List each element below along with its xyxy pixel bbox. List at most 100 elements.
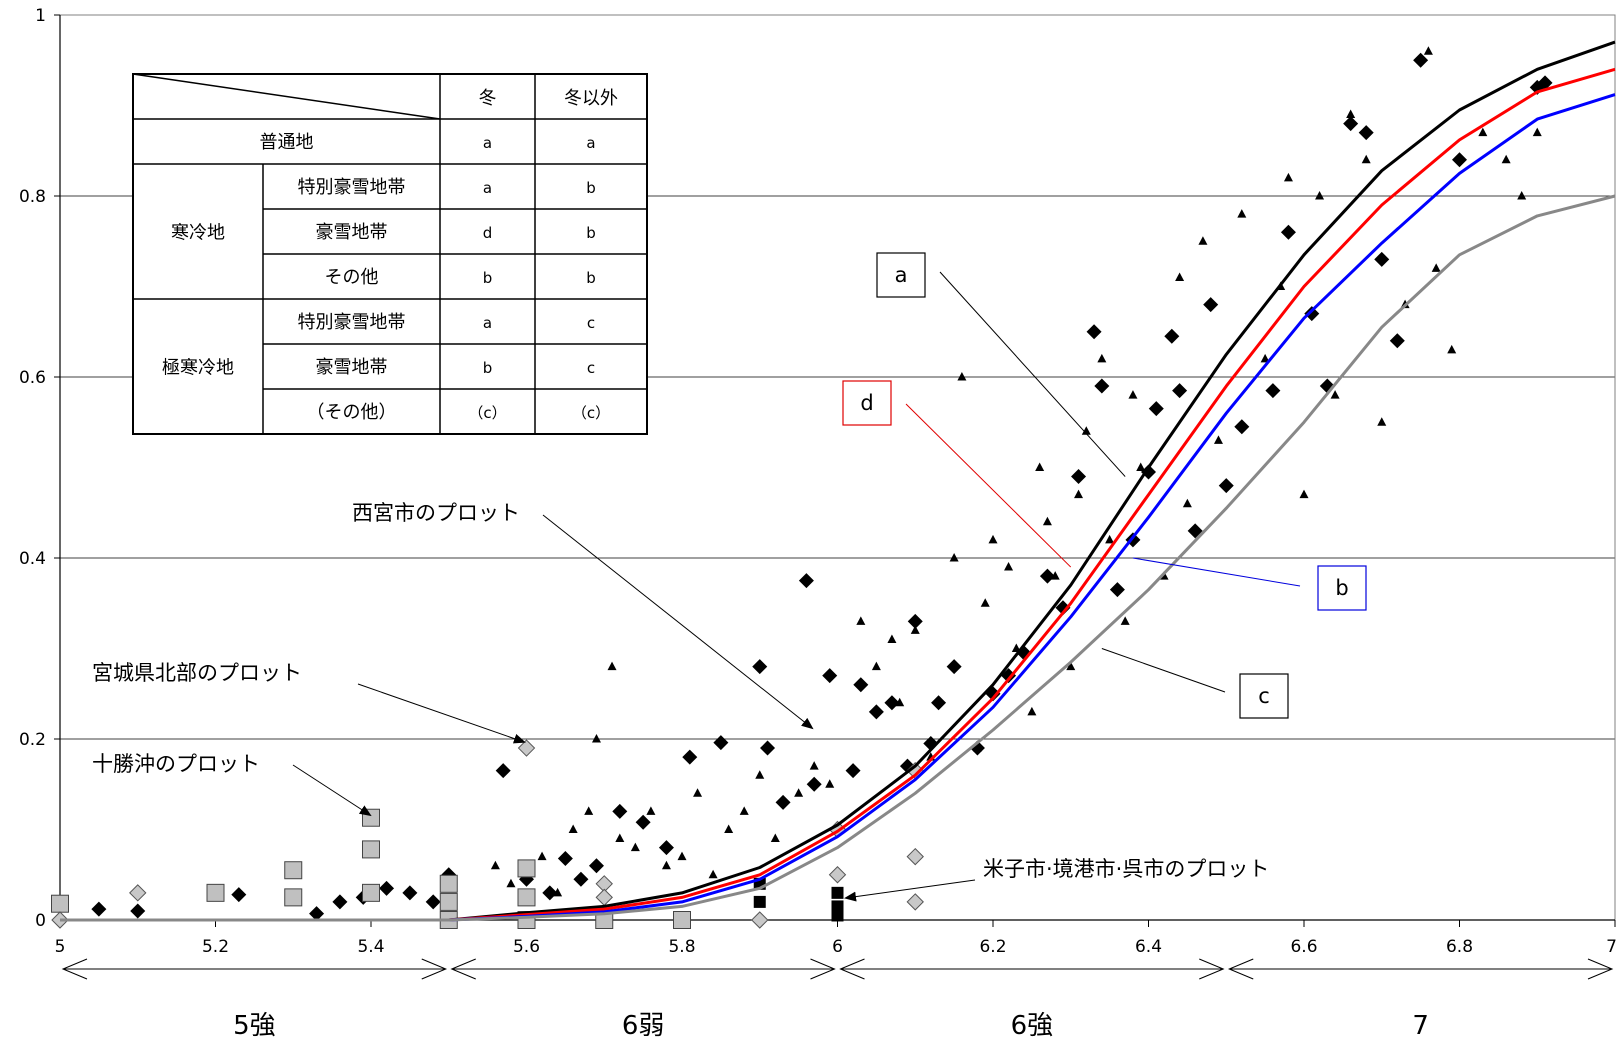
diamond-point bbox=[884, 695, 900, 711]
triangle-point bbox=[1182, 498, 1192, 508]
scatter-points bbox=[51, 46, 1553, 929]
gray-square-point bbox=[362, 840, 380, 859]
gray-square-point bbox=[439, 892, 458, 911]
gray-square-point bbox=[362, 883, 380, 902]
annotation-arrow-tokachi bbox=[292, 764, 372, 817]
series-triangle bbox=[490, 46, 1542, 897]
triangle-point bbox=[1478, 127, 1488, 137]
callouts: a d b c 西宮市のプロット宮城県北部のプロット十勝沖のプロット米子市·境港市·呉市… bbox=[92, 252, 1367, 902]
triangle-point bbox=[856, 616, 866, 625]
diamond-point bbox=[682, 749, 698, 765]
table-cell-other: c bbox=[587, 314, 595, 332]
band-arrow-head-left bbox=[450, 958, 476, 980]
annotation-miyagi: 宮城県北部のプロット bbox=[92, 661, 302, 685]
band-arrow-head-right bbox=[810, 958, 836, 980]
triangle-point bbox=[1198, 236, 1208, 245]
diamond-point bbox=[853, 677, 869, 693]
curve-label-box-a bbox=[876, 252, 926, 298]
triangle-point bbox=[770, 833, 780, 843]
diamond-point bbox=[332, 894, 348, 910]
diamond-point bbox=[1537, 75, 1553, 91]
triangle-point bbox=[1027, 706, 1037, 716]
y-tick-label: 0.4 bbox=[19, 549, 46, 569]
diamond-point bbox=[1071, 469, 1087, 485]
triangle-point bbox=[591, 734, 601, 743]
table-cell-winter: a bbox=[483, 179, 492, 197]
diamond-point bbox=[402, 885, 418, 901]
leader-line-a bbox=[939, 271, 1126, 477]
table-diagonal bbox=[132, 73, 441, 120]
annotation-yonago: 米子市·境港市·呉市のプロット bbox=[983, 857, 1269, 881]
diamond-point bbox=[1086, 324, 1102, 340]
black-square-point bbox=[753, 895, 766, 908]
annotation-arrow-nishinomiya bbox=[542, 514, 814, 730]
gray-diamond-point bbox=[751, 911, 769, 929]
triangle-point bbox=[910, 625, 920, 634]
diamond-point bbox=[907, 613, 923, 629]
triangle-point bbox=[537, 851, 547, 861]
triangle-point bbox=[1066, 661, 1076, 671]
curve-label-a: a bbox=[895, 263, 908, 287]
diamond-point bbox=[588, 858, 604, 874]
triangle-point bbox=[1431, 263, 1441, 272]
curve-label-c: c bbox=[1258, 684, 1270, 708]
triangle-point bbox=[1330, 390, 1340, 399]
triangle-point bbox=[646, 806, 656, 815]
leader-line-c bbox=[1101, 648, 1226, 693]
triangle-point bbox=[949, 553, 959, 562]
black-square-point bbox=[831, 909, 844, 922]
leader-line-b bbox=[1132, 557, 1301, 587]
tick-labels: 0 0.2 0.4 0.6 0.8 1 5 5.2 5.4 5.6 5.8 6 6.2 6.4 6.6 6.8… bbox=[19, 6, 1617, 957]
triangle-point bbox=[607, 661, 617, 671]
fragility-curves bbox=[60, 40, 1616, 922]
table-group-label: 極寒冷地 bbox=[162, 358, 234, 379]
triangle-point bbox=[887, 634, 897, 643]
annotation-nishinomiya: 西宮市のプロット bbox=[352, 501, 520, 525]
triangle-point bbox=[1501, 154, 1511, 164]
table-row-label: 普通地 bbox=[260, 132, 314, 153]
y-tick-label: 0.2 bbox=[19, 730, 46, 750]
diamond-point bbox=[1109, 582, 1125, 598]
leader-line-d bbox=[905, 403, 1072, 568]
diamond-point bbox=[1413, 52, 1429, 68]
table-cell-winter: a bbox=[483, 134, 492, 152]
band-label: 7 bbox=[1412, 1011, 1429, 1041]
annotation-arrow-miyagi bbox=[357, 683, 526, 744]
black-square-point bbox=[831, 900, 844, 913]
x-tick-label: 5.2 bbox=[202, 937, 229, 957]
triangle-point bbox=[1213, 435, 1223, 444]
diamond-point bbox=[868, 704, 884, 720]
diamond-point bbox=[1265, 383, 1281, 399]
diamond-point bbox=[1343, 116, 1359, 132]
triangle-point bbox=[755, 770, 765, 779]
gray-square-point bbox=[51, 894, 69, 913]
diamond-point bbox=[1172, 383, 1188, 399]
table-cell-winter: d bbox=[483, 224, 493, 242]
band-arrow-head-right bbox=[1587, 958, 1614, 980]
table-cell-other: b bbox=[586, 269, 596, 287]
curve-c bbox=[60, 194, 1616, 922]
y-tick-label: 0.8 bbox=[19, 187, 46, 207]
triangle-point bbox=[871, 661, 881, 671]
triangle-point bbox=[1035, 462, 1045, 471]
x-tick-label: 5.4 bbox=[357, 937, 384, 957]
diamond-point bbox=[760, 740, 776, 756]
table-cell-other: b bbox=[586, 179, 596, 197]
triangle-point bbox=[1237, 209, 1247, 218]
triangle-point bbox=[1346, 109, 1356, 119]
diamond-point bbox=[1187, 523, 1203, 539]
diamond-point bbox=[1234, 419, 1250, 435]
diamond-point bbox=[1374, 251, 1390, 267]
diamond-point bbox=[946, 659, 962, 675]
diamond-point bbox=[309, 906, 325, 922]
x-tick-label: 6.8 bbox=[1446, 937, 1473, 957]
x-tick-label: 6 bbox=[832, 937, 843, 957]
triangle-point bbox=[693, 788, 703, 797]
x-tick-label: 6.4 bbox=[1135, 937, 1162, 957]
triangle-point bbox=[568, 824, 578, 833]
table-header-winter: 冬 bbox=[479, 88, 497, 109]
triangle-point bbox=[1260, 353, 1270, 363]
triangle-point bbox=[1074, 489, 1084, 499]
diamond-point bbox=[1389, 333, 1405, 349]
diamond-point bbox=[1164, 328, 1180, 344]
